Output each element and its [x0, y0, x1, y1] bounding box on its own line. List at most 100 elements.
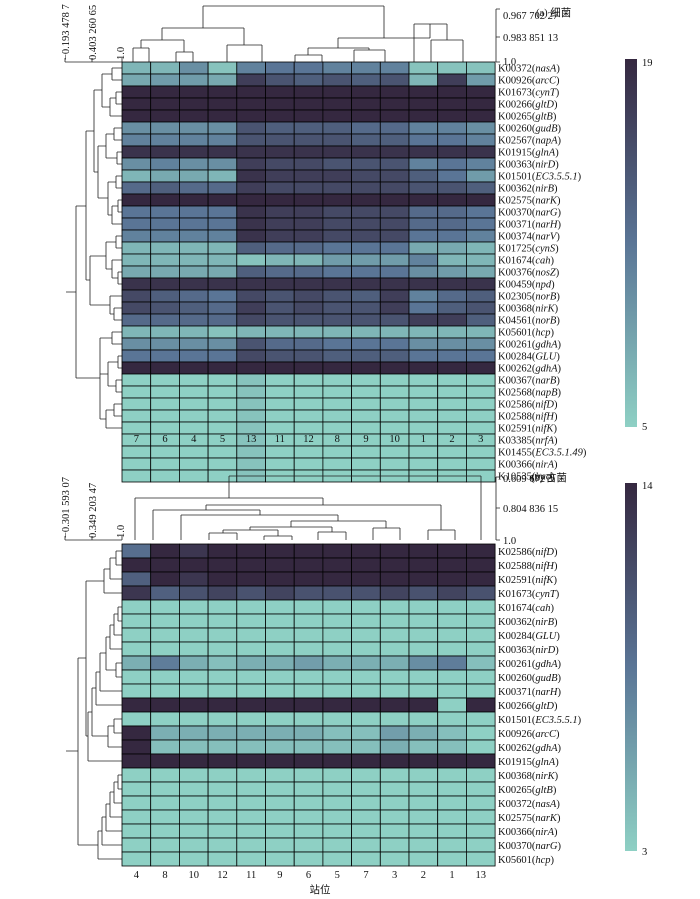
panel-a-heatmap-cell	[121, 157, 152, 171]
panel-a-heatmap-cell	[121, 313, 152, 327]
panel-a-heatmap-cell	[437, 409, 467, 423]
panel-b-row-scale: −0.301 593 07 0.349 203 47 1.0	[61, 477, 127, 541]
panel-b-heatmap-cell	[293, 823, 324, 839]
panel-b-heatmap-cell	[293, 669, 324, 685]
panel-a-heatmap-cell	[121, 145, 152, 159]
panel-b-heatmap-cell	[322, 823, 352, 839]
panel-a-heatmap-cell	[121, 361, 152, 375]
panel-b-heatmap-cell	[150, 599, 180, 615]
panel-b-heatmap-cell	[293, 543, 324, 559]
panel-a-heatmap-cell	[178, 313, 209, 327]
panel-a-heatmap-cell	[437, 241, 467, 255]
panel-a-heatmap-cell	[408, 421, 439, 435]
panel-a-heatmap-cell	[150, 121, 180, 135]
panel-b-heatmap-cell	[379, 781, 410, 797]
panel-a-heatmap-cell	[121, 61, 152, 75]
panel-a-heatmap-cell	[207, 445, 238, 459]
panel-a-heatmap-cell	[207, 61, 238, 75]
panel-a-heatmap-cell	[150, 73, 180, 87]
panel-b-heatmap-cell	[121, 795, 152, 811]
panel-a-heatmap-cell	[351, 145, 381, 159]
panel-a-heatmap-cell	[178, 241, 209, 255]
panel-a-heatmap-cell	[408, 349, 439, 363]
panel-b-heatmap-cell	[293, 585, 324, 601]
panel-a-heatmap-cell	[150, 361, 180, 375]
panel-b-heatmap-cell	[408, 781, 439, 797]
panel-b-heatmap-cell	[437, 767, 467, 783]
panel-a-heatmap-cell	[236, 277, 266, 291]
panel-b-heatmap-cell	[121, 627, 152, 643]
panel-b-row-label: K00368(nirK)	[498, 771, 559, 782]
panel-a-heatmap-cell	[178, 469, 209, 483]
panel-a-row-label: K01455(EC3.5.1.49)	[498, 447, 587, 458]
panel-a-heatmap-cell	[207, 217, 238, 231]
panel-b-heatmap-cell	[236, 767, 266, 783]
panel-a-heatmap-cell	[465, 445, 496, 459]
panel-b-heatmap-cell	[465, 767, 496, 783]
panel-a-col-tick-1: 0.983 851 13	[503, 33, 558, 44]
panel-a-heatmap-cell	[236, 229, 266, 243]
panel-a-heatmap-cell	[150, 217, 180, 231]
panel-a-heatmap-cell	[265, 277, 295, 291]
panel-a-heatmap-cell	[265, 97, 295, 111]
panel-a-heatmap-cell	[379, 241, 410, 255]
panel-b-heatmap-cell	[150, 655, 180, 671]
panel-a-heatmap-cell	[207, 121, 238, 135]
panel-b-heatmap-cell	[121, 599, 152, 615]
panel-a-heatmap-cell	[265, 145, 295, 159]
panel-a-heatmap-cell	[351, 217, 381, 231]
panel-a-heatmap-cell	[465, 205, 496, 219]
panel-b-heatmap-cell	[265, 837, 295, 853]
panel-b-heatmap-cell	[465, 823, 496, 839]
panel-a-heatmap-cell	[236, 217, 266, 231]
panel-a-heatmap-cell	[121, 385, 152, 399]
panel-a-heatmap-cell	[351, 409, 381, 423]
panel-b-heatmap-cell	[322, 739, 352, 755]
panel-a-heatmap-cell	[437, 109, 467, 123]
panel-a-heatmap-cell	[121, 421, 152, 435]
panel-a-heatmap-cell	[322, 229, 352, 243]
panel-a-heatmap-cell	[293, 397, 324, 411]
panel-b-col-tick-1: 0.804 836 15	[503, 504, 558, 515]
panel-b-heatmap-cell	[207, 697, 238, 713]
panel-a-heatmap-cell	[178, 205, 209, 219]
panel-b-heatmap-cell	[150, 739, 180, 755]
panel-b-heatmap-cell	[178, 725, 209, 741]
panel-a-heatmap-cell	[351, 325, 381, 339]
panel-a-heatmap-cell	[322, 85, 352, 99]
panel-a-heatmap-cell	[351, 193, 381, 207]
panel-b-row-label: K00926(arcC)	[498, 729, 560, 740]
panel-a-heatmap-cell	[207, 229, 238, 243]
panel-a-heatmap-cell	[293, 121, 324, 135]
panel-b-heatmap-cell	[293, 683, 324, 699]
panel-a-row-label: K10535(hao)	[498, 471, 555, 482]
panel-b-heatmap-cell	[465, 851, 496, 867]
panel-b-heatmap-cell	[437, 823, 467, 839]
panel-b-heatmap-cell	[150, 725, 180, 741]
panel-b-heatmap-cell	[379, 725, 410, 741]
panel-a-heatmap-cell	[121, 301, 152, 315]
panel-b-heatmap-cell	[207, 809, 238, 825]
panel-a-heatmap-cell	[121, 253, 152, 267]
panel-b-heatmap-cell	[465, 725, 496, 741]
panel-a-heatmap-cell	[150, 145, 180, 159]
panel-b-heatmap-cell	[465, 837, 496, 853]
panel-b-heatmap-cell	[322, 725, 352, 741]
panel-a-heatmap-cell	[379, 85, 410, 99]
panel-b-heatmap-cell	[236, 823, 266, 839]
panel-b-column-label: 10	[189, 870, 200, 881]
panel-b-heatmap-cell	[379, 823, 410, 839]
panel-a-heatmap-cell	[178, 457, 209, 471]
panel-a-heatmap-cell	[236, 325, 266, 339]
panel-a-heatmap-cell	[322, 361, 352, 375]
panel-a-row-label: K00374(narV)	[498, 231, 560, 242]
panel-a-heatmap-cell	[236, 301, 266, 315]
panel-b-heatmap-cell	[236, 753, 266, 769]
panel-b-heatmap-cell	[236, 683, 266, 699]
panel-b-heatmap-cell	[408, 543, 439, 559]
panel-a-row-label: K01674(cah)	[498, 255, 555, 266]
panel-a-heatmap-cell	[351, 169, 381, 183]
panel-a-heatmap-cell	[408, 97, 439, 111]
panel-a-row-label: K00262(gdhA)	[498, 363, 562, 374]
panel-a-heatmap-cell	[465, 133, 496, 147]
